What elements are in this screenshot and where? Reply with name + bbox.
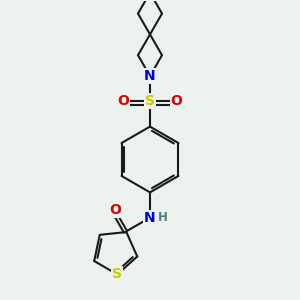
Text: O: O	[171, 94, 182, 108]
Text: S: S	[112, 267, 122, 281]
Text: O: O	[118, 94, 129, 108]
Text: S: S	[145, 94, 155, 108]
Text: N: N	[144, 69, 156, 83]
Text: H: H	[158, 211, 168, 224]
Text: O: O	[109, 203, 121, 217]
Text: N: N	[144, 211, 156, 225]
